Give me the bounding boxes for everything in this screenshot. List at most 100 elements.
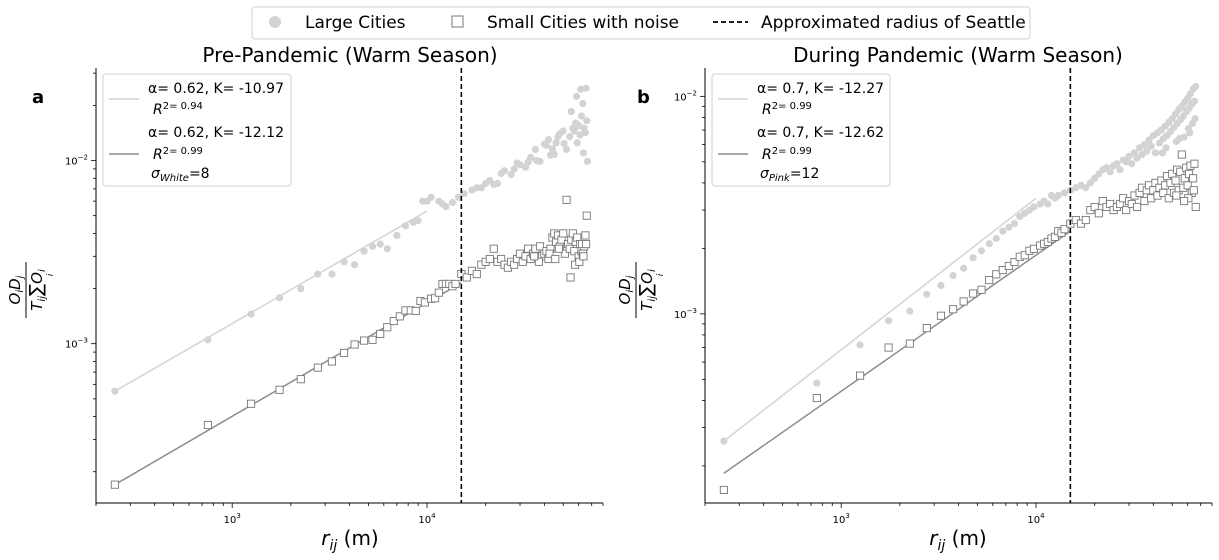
panel-b-large-city-point [1113,160,1121,168]
panel-b-small-city-point [1081,215,1090,225]
panel-a-x-tick-label: 104 [418,512,436,526]
svg-text:OiDj: OiDj [616,275,636,304]
legend-marker-small-cities [451,15,464,28]
svg-text:Tij∑Oi: Tij∑Oi [26,269,48,311]
panel-b-y-tick-label: 10−2 [674,89,697,103]
panel-a-small-city-point [203,420,212,430]
panel-b-large-city-point [949,271,957,280]
panel-b-large-city-point [1151,149,1160,157]
panel-b-large-city-point [1190,97,1199,105]
panel-b-title: During Pandemic (Warm Season) [793,43,1123,67]
panel-a-small-city-point [275,385,284,394]
panel-a-large-city-point [500,167,509,175]
panel-b-small-city-point [977,285,986,294]
panel-a-large-city-point [567,107,575,116]
panel-b-y-label: OiDj Tij∑Oi i [616,262,666,318]
panel-b-small-city-point [1176,167,1185,176]
panel-a-large-city-point [531,145,540,154]
panel-b-legend-r2-small: R2= 0.99 [762,146,812,164]
panel-a-small-city-point [568,229,577,238]
panel-a-large-city-point [493,179,502,188]
panel-b-large-city-point [1162,144,1170,152]
panel-b-large-city-point [969,254,977,262]
panel-b-points [719,82,1200,495]
panel-a-large-city-point [583,117,591,125]
panel-b-small-city-point [1180,197,1189,206]
panel-a-large-city-point [573,139,581,147]
panel-a-x-tick-label: 103 [224,512,241,526]
panel-b-small-city-point [998,265,1007,275]
panel-b-small-city-point [1177,150,1186,159]
panel-b-small-city-point [1010,258,1019,267]
panel-a-large-city-point [368,242,377,250]
panel-a-small-city-point [551,254,560,264]
panel-b-large-city-point [985,240,993,248]
panel-b-legend-sigma: σPink=12 [760,166,819,184]
panel-a-large-city-point [507,170,515,178]
panel-a-large-city-point [532,156,541,165]
panel-a-small-city-point [462,273,471,282]
panel-a-small-city-point [247,399,256,408]
panel-b-large-city-point [1030,203,1038,211]
panel-b-letter: b [637,87,650,108]
panel-a-large-city-point [548,145,557,153]
panel-b-small-city-point [1183,181,1192,190]
panel-b-large-city-point [1145,136,1153,144]
panel-b-large-city-point [1186,129,1194,137]
panel-b-small-city-point [1185,169,1194,178]
panel-b-small-city-point [1060,225,1069,234]
panel-a-large-city-point [560,139,568,148]
panel-b-small-city-point [948,305,958,314]
panel-a-large-city-point [572,92,581,100]
panel-a-y-tick-label: 10−3 [65,337,88,351]
panel-a-large-city-point [442,203,450,211]
panel-b-large-city-point [1147,142,1155,150]
panel-a-fit-lines [114,210,462,486]
panel-b-large-city-point [1133,154,1141,162]
panel-a-legend-sigma: σWhite=8 [151,166,210,184]
panel-b-large-city-point [906,307,914,315]
panel-b-small-fit-line [723,230,1071,474]
panel-a-large-city-point [575,122,583,130]
panel-a-large-city-point [577,112,586,120]
panel-b-small-city-point [812,394,821,403]
panel-b-large-city-point [1125,152,1133,160]
panel-b: During Pandemic (Warm Season) b 103 104 10… [616,43,1213,554]
panel-a-large-city-point [554,133,562,141]
panel-a-large-city-point [414,216,422,225]
legend-label-large-cities: Large Cities [305,13,406,33]
panel-a-large-city-point [401,222,410,230]
panel-a-small-city-point [359,336,369,345]
legend-label-small-cities: Small Cities with noise [487,13,679,33]
panel-a-large-city-point [297,284,305,293]
panel-a-legend-r2-large: R2= 0.94 [153,101,203,119]
panel-a-small-city-point [559,229,568,238]
panel-a-small-city-point [582,211,591,220]
panel-a-large-city-point [513,159,521,167]
panel-a-small-city-point [313,363,322,372]
panel-b-small-city-point [1171,176,1180,185]
top-legend: Large Cities Small Cities with noise App… [251,6,1031,40]
panel-a-small-city-point [383,323,392,332]
panel-b-small-city-point [1189,174,1198,183]
panel-b-small-city-point [959,297,968,306]
panel-b-small-city-point [1191,202,1200,212]
panel-a-large-city-point [393,231,401,240]
panel-a-x-label: rij (m) [321,526,378,554]
svg-text:OiDj: OiDj [6,275,26,304]
panel-b-large-city-point [1158,149,1166,157]
panel-a-small-city-point [451,279,460,288]
panel-a-points [110,84,591,489]
panel-a-small-city-point [327,357,336,366]
panel-a-large-city-point [544,136,553,144]
panel-a-small-city-point [582,239,591,249]
panel-a-small-city-point [560,249,569,258]
panel-a-large-city-point [570,127,578,135]
panel-b-box-legend: α= 0.7, K= -12.27 R2= 0.99 α= 0.7, K= -1… [711,73,891,187]
panel-b-small-city-point [856,371,865,380]
panel-a-legend-fit-small: α= 0.62, K= -12.12 [148,125,284,141]
panel-a-large-city-point [579,99,587,108]
panel-a-large-city-point [328,270,336,278]
panel-a-large-city-point [583,157,591,165]
panel-b-small-city-point [1090,202,1099,212]
